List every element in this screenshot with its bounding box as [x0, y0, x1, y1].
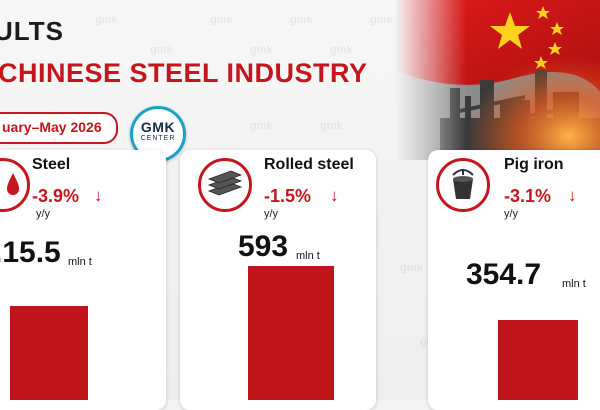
- bar-pig-iron: [498, 320, 578, 400]
- metric-unit: mln t: [296, 250, 320, 262]
- steel-drop-icon: [0, 158, 30, 212]
- metric-value: 593: [238, 230, 289, 263]
- logo-text: GMK: [140, 119, 176, 135]
- logo-subtext: CENTER: [140, 135, 176, 142]
- metric-unit: mln t: [562, 278, 586, 290]
- metric-change: -3.1%: [504, 186, 552, 206]
- title-line-2: CHINESE STEEL INDUSTRY: [0, 58, 368, 88]
- down-arrow-icon: ↓: [94, 186, 103, 205]
- bar-steel: [10, 306, 88, 400]
- pig-iron-ladle-icon: [436, 158, 490, 212]
- title-line-1: ULTS: [0, 16, 64, 46]
- down-arrow-icon: ↓: [568, 186, 577, 205]
- down-arrow-icon: ↓: [330, 186, 339, 205]
- metric-change: -1.5%: [264, 186, 312, 206]
- change-period-label: y/y: [504, 208, 519, 220]
- metric-unit: mln t: [68, 256, 92, 268]
- card-rolled-steel: Rolled steel -1.5% ↓ y/y 593 mln t: [180, 150, 376, 410]
- flag-plant-svg: [395, 0, 600, 160]
- period-badge: uary–May 2026: [0, 112, 118, 144]
- period-label: uary–May 2026: [2, 119, 102, 135]
- flag-and-steel-plant-illustration: [395, 0, 600, 160]
- metric-name: Rolled steel: [264, 156, 354, 173]
- metric-name: Steel: [32, 156, 71, 173]
- fade-overlay: [395, 0, 600, 160]
- metric-value: 354.7: [466, 258, 542, 291]
- metric-name: Pig iron: [504, 156, 564, 173]
- bar-rolled-steel: [248, 266, 334, 400]
- change-period-label: y/y: [264, 208, 279, 220]
- card-pig-iron: Pig iron -3.1% ↓ y/y 354.7 mln t: [428, 150, 600, 410]
- metric-change: -3.9%: [32, 186, 80, 206]
- change-period-label: y/y: [36, 208, 51, 220]
- rolled-steel-beams-icon: [198, 158, 252, 212]
- card-steel: Steel -3.9% ↓ y/y .15.5 mln t: [0, 150, 166, 410]
- metric-value: .15.5: [0, 236, 61, 269]
